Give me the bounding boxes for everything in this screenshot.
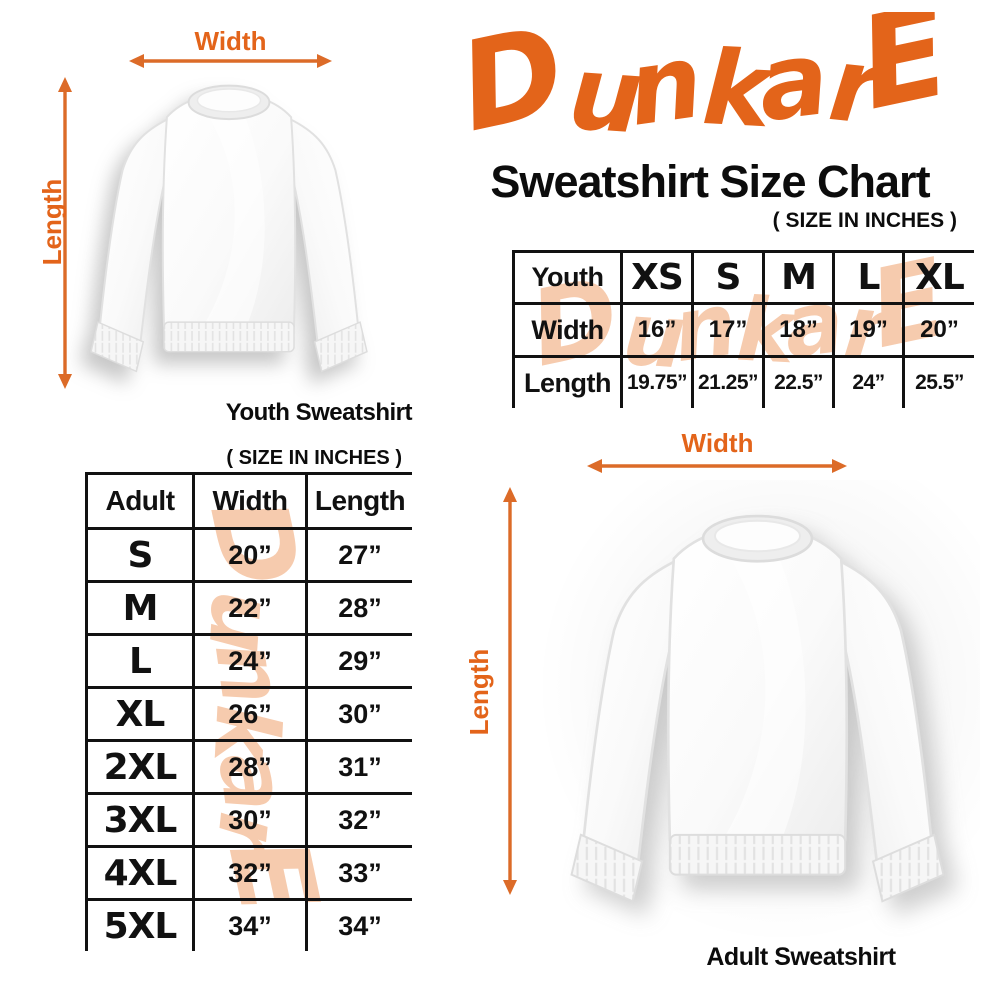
table-cell: L [85,633,195,689]
table-cell: 3XL [85,792,195,848]
table-cell: XL [85,686,195,742]
table-cell: 28” [192,739,308,795]
youth-size-table: Youth XS S M L XL Width 16” 17” 18” 19” … [512,250,974,408]
table-cell: 4XL [85,845,195,901]
table-row: 4XL 32” 33” [85,845,412,901]
table-header-cell: Youth [512,250,623,305]
table-cell: 32” [192,845,308,901]
table-cell: 24” [832,355,905,408]
youth-length-label: Length [36,178,67,266]
table-cell: 19” [832,302,905,358]
table-header-cell: Width [192,472,308,530]
table-cell: 24” [192,633,308,689]
table-cell: Width [512,302,623,358]
table-cell: 34” [305,898,412,951]
table-row: S 20” 27” [85,527,412,583]
table-row: Adult Width Length [85,472,412,530]
adult-size-in-inches-note: ( SIZE IN INCHES ) [226,447,402,469]
table-row: Width 16” 17” 18” 19” 20” [512,302,974,358]
adult-width-arrow-icon [587,459,847,473]
table-row: Length 19.75” 21.25” 22.5” 24” 25.5” [512,355,974,408]
table-cell: 32” [305,792,412,848]
table-cell: 19.75” [620,355,694,408]
table-header-cell: S [691,250,765,305]
adult-length-label: Length [463,648,494,736]
adult-width-label: Width [681,428,754,458]
table-cell: 2XL [85,739,195,795]
table-cell: 34” [192,898,308,951]
table-cell: 30” [192,792,308,848]
table-cell: 5XL [85,898,195,951]
table-cell: 20” [902,302,974,358]
youth-sweatshirt-image [70,58,388,398]
adult-length-arrow-icon [503,487,517,895]
adult-sweatshirt-caption: Adult Sweatshirt [706,943,896,971]
adult-sweatshirt-image [545,468,970,948]
youth-length-arrow-icon [58,77,72,389]
table-cell: 17” [691,302,765,358]
table-cell: 25.5” [902,355,974,408]
table-cell: 27” [305,527,412,583]
table-row: 5XL 34” 34” [85,898,412,951]
table-header-cell: L [832,250,905,305]
table-cell: M [85,580,195,636]
table-row: L 24” 29” [85,633,412,689]
table-cell: 22” [192,580,308,636]
table-row: Youth XS S M L XL [512,250,974,305]
table-cell: Length [512,355,623,408]
adult-size-table: Adult Width Length S 20” 27” M 22” 28” L… [85,472,412,951]
table-cell: 20” [192,527,308,583]
table-header-cell: XL [902,250,974,305]
table-header-cell: XS [620,250,694,305]
table-cell: 18” [762,302,835,358]
table-cell: 21.25” [691,355,765,408]
table-cell: 16” [620,302,694,358]
table-row: M 22” 28” [85,580,412,636]
table-cell: 28” [305,580,412,636]
table-header-cell: M [762,250,835,305]
table-cell: 30” [305,686,412,742]
adult-length-label-box: Length [434,647,524,737]
table-cell: 29” [305,633,412,689]
table-cell: 31” [305,739,412,795]
table-header-cell: Length [305,472,412,530]
table-cell: 22.5” [762,355,835,408]
table-header-cell: Adult [85,472,195,530]
table-cell: 33” [305,845,412,901]
table-cell: S [85,527,195,583]
table-row: XL 26” 30” [85,686,412,742]
adult-size-table-container: Adult Width Length S 20” 27” M 22” 28” L… [85,472,412,951]
table-cell: 26” [192,686,308,742]
table-row: 2XL 28” 31” [85,739,412,795]
youth-sweatshirt-caption: Youth Sweatshirt [225,399,413,426]
page-title: Sweatshirt Size Chart [490,156,930,207]
youth-width-label: Width [194,26,267,56]
size-in-inches-note: ( SIZE IN INCHES ) [772,209,957,232]
youth-size-table-container: Youth XS S M L XL Width 16” 17” 18” 19” … [512,250,974,408]
table-row: 3XL 30” 32” [85,792,412,848]
youth-width-arrow-icon [129,54,332,68]
dunkare-logo [446,12,962,160]
